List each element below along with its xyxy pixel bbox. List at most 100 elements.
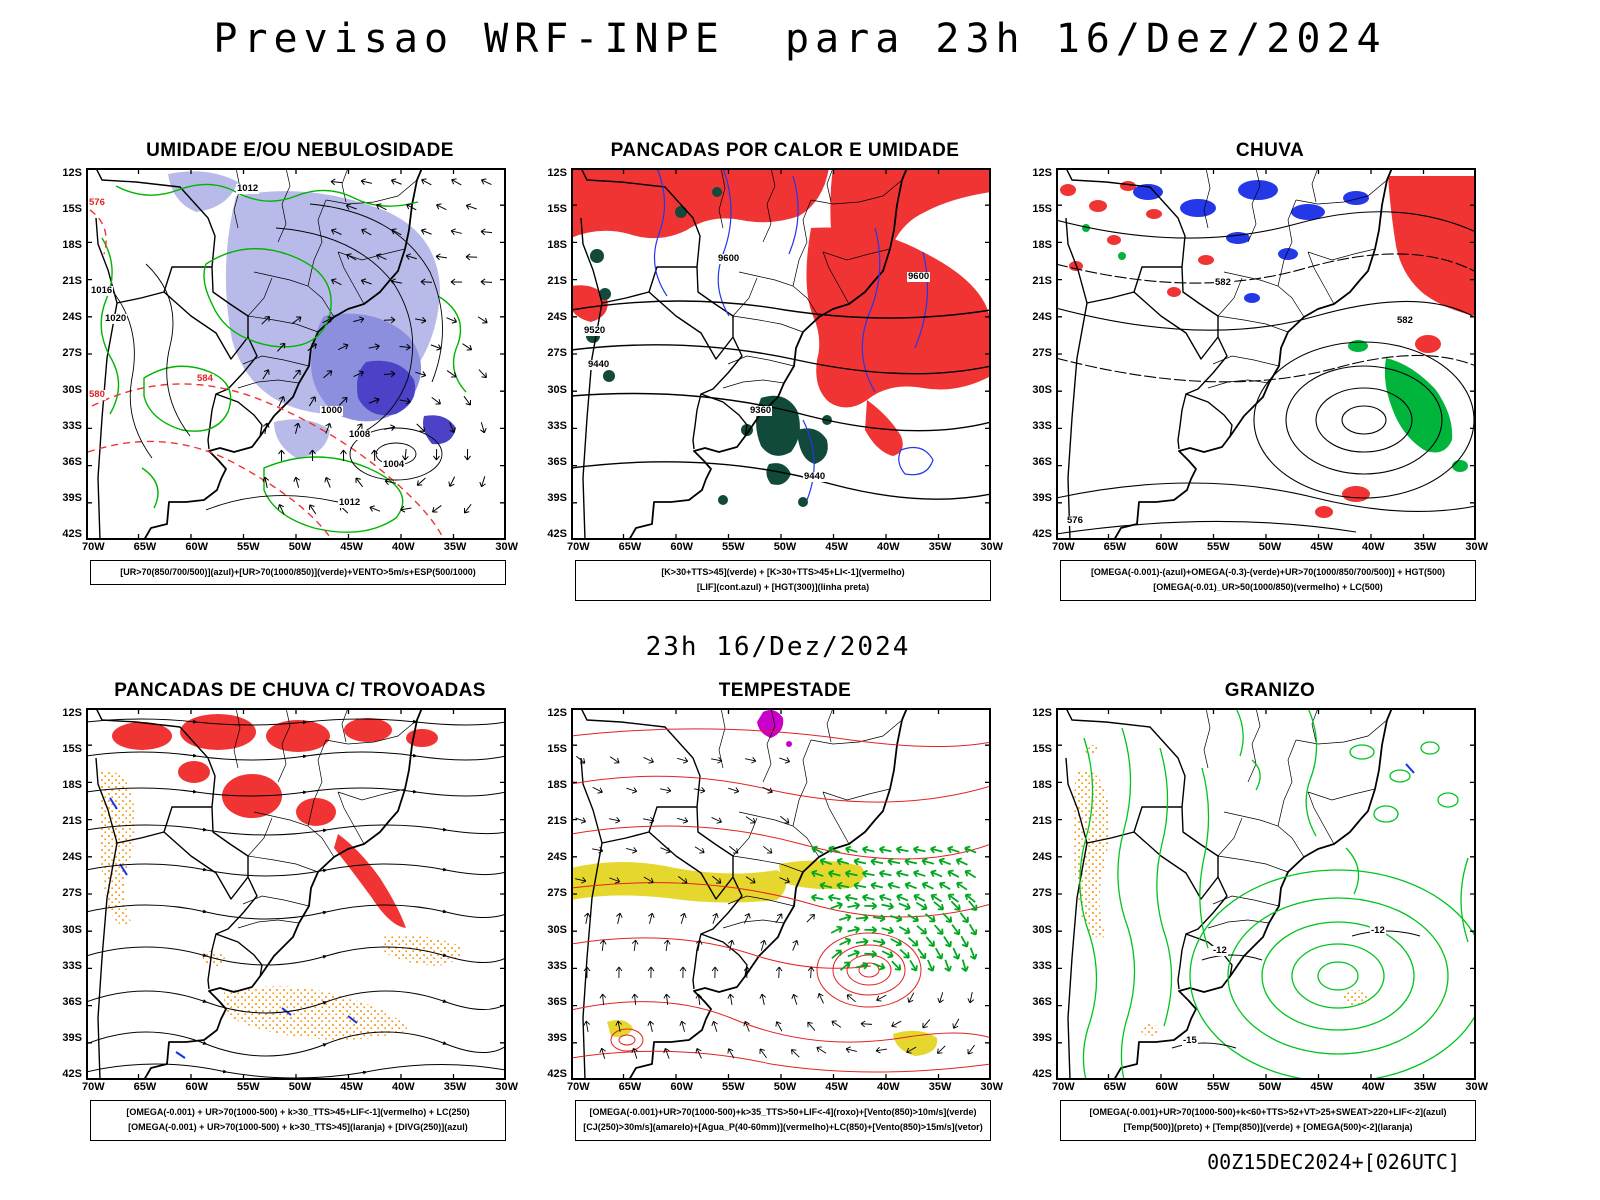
caption-line: [OMEGA(-0.001)+UR>70(1000-500)+k>35_TTS>…: [589, 1107, 977, 1117]
caption-box: [OMEGA(-0.001)-(azul)+OMEGA(-0.3)-(verde…: [1060, 560, 1476, 601]
lat-tick-label: 39S: [547, 1031, 567, 1044]
lat-tick-label: 36S: [1032, 455, 1052, 468]
map-canvas-tempestade: [571, 708, 991, 1080]
caption-line: [CJ(250)>30m/s](amarelo)+[Agua_P(40-60mm…: [583, 1122, 983, 1133]
lon-tick-label: 65W: [618, 1081, 642, 1093]
lon-tick-label: 40W: [1362, 541, 1385, 553]
caption-line: [OMEGA(-0.001) + UR>70(1000-500) + k>30_…: [128, 1122, 468, 1133]
lat-tick-label: 33S: [1032, 959, 1052, 972]
lon-tick-label: 70W: [1052, 541, 1075, 553]
contour-label: 582: [1214, 277, 1232, 288]
lat-tick-label: 30S: [547, 923, 567, 936]
model-run-label: 00Z15DEC2024+[026UTC]: [1207, 1150, 1460, 1174]
contour-label: 1004: [382, 459, 406, 470]
contour-label: 1012: [236, 183, 260, 194]
lat-tick-label: 27S: [1032, 887, 1052, 900]
valid-time-label: 23h 16/Dez/2024: [645, 632, 911, 662]
wind-arrows: [261, 316, 488, 515]
caption-box: [OMEGA(-0.001)+UR>70(1000-500)+k<60+TTS>…: [1060, 1100, 1476, 1141]
contour-label: 1008: [348, 429, 372, 440]
contour-label: 9440: [803, 471, 827, 482]
panel-granizo: GRANIZO 12S 15S 18S 21S 24S 27S 30S 33S 36S 39S 42…: [1022, 680, 1488, 1141]
lat-tick-label: 33S: [62, 419, 82, 432]
lat-tick-label: 42S: [547, 527, 567, 540]
lon-tick-label: 45W: [825, 541, 848, 553]
lon-tick-label: 30W: [980, 1081, 1003, 1093]
contour-label: 576: [88, 197, 106, 208]
lat-tick-label: 30S: [62, 383, 82, 396]
lat-tick-label: 18S: [547, 239, 567, 252]
lat-tick-label: 21S: [547, 275, 567, 288]
lat-tick-label: 15S: [1032, 743, 1052, 756]
map-canvas-pancadas-calor: [571, 168, 991, 540]
blue-divergence-marks: [109, 797, 358, 1059]
panel-chuva: CHUVA 12S 15S 18S 21S 24S 27S 30S 33S 36S 39S 42S: [1022, 140, 1488, 601]
panel-title: CHUVA: [1235, 140, 1305, 161]
lon-tick-label: 35W: [1413, 1081, 1437, 1093]
contour-label: 9360: [749, 405, 773, 416]
contour-label: -12: [1212, 945, 1228, 956]
lat-tick-label: 18S: [62, 779, 82, 792]
contour-label: 9600: [717, 253, 741, 264]
lat-tick-label: 39S: [62, 1031, 82, 1044]
lat-tick-label: 36S: [547, 455, 567, 468]
lon-tick-label: 70W: [82, 1081, 105, 1093]
lat-tick-label: 15S: [547, 203, 567, 216]
caption-box: [OMEGA(-0.001) + UR>70(1000-500) + k>30_…: [90, 1100, 506, 1141]
lon-axis: 70W 65W 60W 55W 50W 45W 40W 35W 30W: [1052, 542, 1488, 553]
contour-label: 1000: [320, 405, 344, 416]
panel-tempestade: TEMPESTADE 12S 15S 18S 21S 24S 27S 30S 33S 36S 39…: [537, 680, 1003, 1141]
lon-tick-label: 45W: [825, 1081, 848, 1093]
caption-line: [Temp(500)](preto) + [Temp(850)](verde) …: [1123, 1122, 1413, 1133]
map-granizo: -12 -12 -15: [1056, 708, 1476, 1080]
caption-line: [K>30+TTS>45](verde) + [K>30+TTS>45+LI<-…: [661, 567, 905, 577]
lon-tick-label: 45W: [1310, 1081, 1333, 1093]
contour-label: 1016: [90, 285, 114, 296]
caption-line: [UR>70(850/700/500)](azul)+[UR>70(1000/8…: [120, 567, 476, 577]
panel-trovoadas: PANCADAS DE CHUVA C/ TROVOADAS 12S 15S 18S…: [52, 680, 518, 1141]
map-chuva: 582 582 576: [1056, 168, 1476, 540]
lat-tick-label: 21S: [62, 815, 82, 828]
lat-tick-label: 15S: [62, 203, 82, 216]
hail-green-contours: [1079, 708, 1476, 1080]
lat-tick-label: 27S: [547, 347, 567, 360]
lat-tick-label: 42S: [62, 1067, 82, 1080]
storm-magenta-area: [757, 710, 792, 747]
heat-shower-red-areas: [571, 168, 991, 456]
lat-axis: 12S 15S 18S 21S 24S 27S 30S 33S 36S 39S 42S: [1022, 168, 1056, 540]
lat-tick-label: 12S: [547, 167, 567, 179]
height-300-contours: [571, 300, 991, 500]
wind-vectors: [816, 992, 975, 1055]
lat-tick-label: 33S: [62, 959, 82, 972]
contour-label: 582: [1396, 315, 1414, 326]
map-canvas-chuva: [1056, 168, 1476, 540]
lon-tick-label: 55W: [722, 541, 745, 553]
lat-tick-label: 33S: [547, 959, 567, 972]
lat-tick-label: 24S: [1032, 311, 1052, 324]
rain-green-areas: [1082, 224, 1468, 472]
contour-label: -15: [1182, 1035, 1198, 1046]
lon-tick-label: 55W: [1207, 541, 1230, 553]
lon-tick-label: 40W: [392, 541, 415, 553]
wind-vectors: [583, 912, 816, 1059]
lon-tick-label: 40W: [877, 541, 900, 553]
panel-title: PANCADAS POR CALOR E UMIDADE: [610, 140, 960, 161]
lat-tick-label: 18S: [1032, 239, 1052, 252]
lat-tick-label: 42S: [547, 1067, 567, 1080]
lon-tick-label: 50W: [773, 1081, 797, 1093]
height-500-contours: [1056, 211, 1476, 535]
contour-label: 576: [1066, 515, 1084, 526]
lat-tick-label: 36S: [62, 455, 82, 468]
contour-label: 9600: [907, 271, 931, 282]
lat-tick-label: 39S: [1032, 491, 1052, 504]
contour-label: 584: [196, 373, 214, 384]
lon-tick-label: 30W: [495, 1081, 518, 1093]
contour-label: 9440: [587, 359, 611, 370]
lat-tick-label: 12S: [547, 707, 567, 719]
lon-tick-label: 35W: [928, 541, 952, 553]
lon-tick-label: 60W: [185, 541, 208, 553]
lat-tick-label: 27S: [1032, 347, 1052, 360]
lon-tick-label: 50W: [1258, 541, 1282, 553]
lat-tick-label: 39S: [1032, 1031, 1052, 1044]
